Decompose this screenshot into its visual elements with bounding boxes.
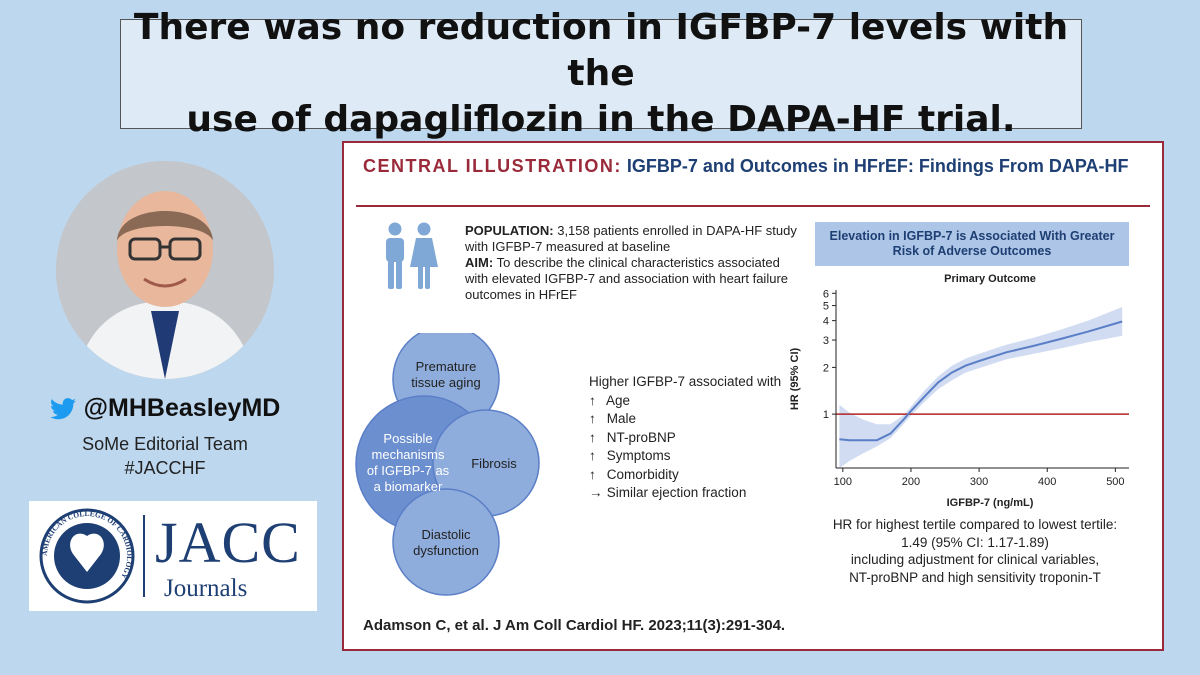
- x-tick-label: 500: [1106, 476, 1124, 488]
- bubble-center-line-2: mechanisms: [372, 447, 445, 462]
- team-name: SoMe Editorial Team: [82, 434, 248, 454]
- y-axis-label: HR (95% CI): [789, 347, 801, 410]
- title-divider: [356, 205, 1150, 207]
- central-title: IGFBP-7 and Outcomes in HFrEF: Findings …: [626, 156, 1129, 176]
- aim-label: AIM:: [465, 255, 494, 270]
- population-aim-text: POPULATION: 3,158 patients enrolled in D…: [465, 223, 805, 303]
- acc-seal-icon: AMERICAN COLLEGE OF CARDIOLOGY: [39, 508, 135, 604]
- population-people-icon: [386, 222, 438, 289]
- arrow-up-icon: ↑: [589, 466, 596, 482]
- person-portrait-icon: [56, 161, 274, 379]
- aim-line: AIM: To describe the clinical characteri…: [465, 255, 805, 303]
- illustration-title: CENTRAL ILLUSTRATION: IGFBP-7 and Outcom…: [363, 155, 1153, 178]
- x-tick-label: 300: [970, 476, 988, 488]
- handle-text: @MHBeasleyMD: [83, 394, 281, 422]
- bubble-bottom-line-1: Diastolic: [421, 527, 471, 542]
- headline-box: There was no reduction in IGFBP-7 levels…: [120, 7, 1082, 140]
- hazard-ratio-curve: [839, 320, 1123, 442]
- associations-title: Higher IGFBP-7 associated with: [589, 374, 782, 389]
- jacc-title: JACC: [155, 510, 301, 575]
- confidence-band: [839, 307, 1123, 468]
- association-item: → Similar ejection fraction: [589, 484, 781, 503]
- caption-line-4: NT-proBNP and high sensitivity troponin-…: [849, 569, 1101, 585]
- association-text: Comorbidity: [606, 466, 679, 482]
- bubble-diastolic-dysfunction: [392, 488, 500, 596]
- y-tick-label: 3: [823, 335, 829, 347]
- aim-text: To describe the clinical characteristics…: [465, 255, 789, 302]
- bubble-top-line-1: Premature: [416, 359, 477, 374]
- population-label: POPULATION:: [465, 223, 554, 238]
- x-tick-label: 200: [902, 476, 920, 488]
- bubble-center-line-1: Possible: [383, 431, 432, 446]
- x-axis-label: IGFBP-7 (ng/mL): [947, 497, 1034, 509]
- association-text: Male: [606, 411, 637, 426]
- bubble-top-line-2: tissue aging: [411, 375, 480, 390]
- caption-line-2: 1.49 (95% CI: 1.17-1.89): [901, 534, 1049, 550]
- twitter-handle[interactable]: @MHBeasleyMD: [40, 394, 290, 423]
- association-item: ↑ Age: [589, 392, 781, 411]
- association-text: Age: [606, 392, 631, 408]
- citation[interactable]: Adamson C, et al. J Am Coll Cardiol HF. …: [363, 617, 786, 634]
- bubble-center-line-4: a biomarker: [374, 479, 443, 494]
- caption-line-3: including adjustment for clinical variab…: [850, 552, 1100, 567]
- bubble-bottom-line-2: dysfunction: [413, 543, 479, 558]
- y-tick-label: 5: [823, 301, 829, 313]
- association-item: ↑ Comorbidity: [589, 466, 781, 485]
- chart-plot-area: 1 2 3 4 56 100 200 300 400 500: [823, 288, 1129, 488]
- bubble-center-line-3: of IGFBP-7 as: [367, 463, 450, 478]
- chart-header: Elevation in IGFBP-7 is Associated With …: [815, 222, 1129, 266]
- jacc-subtitle: Journals: [164, 575, 248, 602]
- chart-title: Primary Outcome: [944, 273, 1036, 285]
- headline-line-2: use of dapagliflozin in the DAPA-HF tria…: [186, 99, 1016, 140]
- x-tick-label: 100: [834, 476, 852, 488]
- bubble-right-line-1: Fibrosis: [471, 456, 517, 471]
- headline-line-1: There was no reduction in IGFBP-7 levels…: [133, 7, 1069, 94]
- twitter-bird-icon: [49, 397, 76, 419]
- population-text: 3,158 patients enrolled in DAPA-HF study…: [465, 223, 797, 254]
- caption-line-1: HR for highest tertile compared to lowes…: [832, 517, 1118, 532]
- team-info: SoMe Editorial Team #JACCHF: [40, 432, 290, 480]
- association-text: NT-proBNP: [606, 429, 676, 445]
- association-item: ↑ Symptoms: [589, 447, 781, 466]
- y-tick-label: 2: [823, 362, 829, 374]
- central-label: CENTRAL ILLUSTRATION:: [363, 156, 622, 176]
- population-line: POPULATION: 3,158 patients enrolled in D…: [465, 223, 805, 255]
- associations-list: Higher IGFBP-7 associated with ↑ Age ↑ M…: [589, 373, 781, 503]
- y-tick-label: 4: [823, 316, 829, 328]
- hashtag: #JACCHF: [124, 458, 206, 478]
- mechanisms-diagram: Premature tissue aging Fibrosis Diastoli…: [355, 333, 540, 596]
- primary-outcome-chart: Primary Outcome HR (95% CI) IGFBP-7 (ng/…: [789, 273, 1129, 509]
- association-item: ↑ Male: [589, 410, 781, 429]
- association-text: Similar ejection fraction: [606, 485, 747, 500]
- jacc-journals-logo: AMERICAN COLLEGE OF CARDIOLOGY JACC Jour…: [29, 501, 317, 611]
- association-text: Symptoms: [606, 448, 671, 463]
- chart-header-line-2: Risk of Adverse Outcomes: [892, 244, 1052, 258]
- central-illustration-panel: CENTRAL ILLUSTRATION: IGFBP-7 and Outcom…: [342, 141, 1164, 651]
- y-tick-label: 6: [823, 288, 829, 300]
- association-item: ↑ NT-proBNP: [589, 429, 781, 448]
- arrow-up-icon: ↑: [589, 411, 596, 426]
- y-tick-label: 1: [823, 409, 829, 421]
- arrow-right-icon: →: [589, 485, 603, 500]
- arrow-up-icon: ↑: [589, 448, 596, 463]
- profile-avatar: [56, 161, 274, 379]
- x-tick-label: 400: [1038, 476, 1056, 488]
- arrow-up-icon: ↑: [589, 429, 596, 445]
- logo-divider: [143, 515, 145, 597]
- hazard-ratio-caption: HR for highest tertile compared to lowes…: [810, 516, 1140, 586]
- chart-header-line-1: Elevation in IGFBP-7 is Associated With …: [829, 229, 1115, 243]
- arrow-up-icon: ↑: [589, 392, 596, 408]
